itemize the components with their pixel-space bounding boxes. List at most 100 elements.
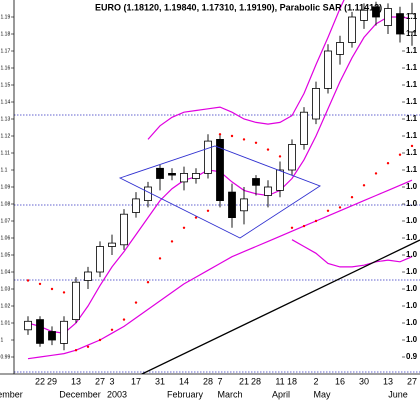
y2-tick-label: 1.1 bbox=[406, 148, 418, 157]
plot bbox=[24, 0, 416, 360]
trend-line bbox=[140, 239, 420, 374]
y2-tick-label: 1.0 bbox=[406, 216, 418, 225]
y-tick-label: 1 bbox=[1, 337, 4, 343]
x-tick-label: 7 bbox=[217, 376, 222, 386]
sar-dot bbox=[278, 155, 282, 158]
candle-body bbox=[84, 271, 92, 281]
candle-body bbox=[120, 213, 128, 246]
y2-tick-label: 1.0 bbox=[406, 335, 418, 344]
sar-dot bbox=[194, 216, 198, 219]
y2-tick-label: 1.0 bbox=[406, 182, 418, 191]
x-tick-label: 31 bbox=[155, 376, 165, 386]
sar-dot bbox=[266, 148, 270, 151]
y2-tick-label: 1.1 bbox=[406, 63, 418, 72]
candle-body bbox=[24, 320, 32, 331]
candle-body bbox=[132, 198, 140, 213]
x-tick-label: 28 bbox=[203, 376, 213, 386]
y-tick-label: 1.17 bbox=[1, 48, 11, 54]
diamond bbox=[118, 145, 321, 239]
month-label: May bbox=[313, 389, 331, 399]
candle-body bbox=[204, 140, 212, 174]
candle-body bbox=[288, 144, 296, 171]
x-tick-label: 22 bbox=[35, 376, 45, 386]
sar-dot bbox=[290, 226, 294, 229]
sar-dot bbox=[386, 162, 390, 165]
candle-body bbox=[216, 138, 224, 201]
y2-tick-label: 0.9 bbox=[406, 352, 418, 361]
candle-body bbox=[180, 172, 188, 183]
x-tick-label: 27 bbox=[95, 376, 105, 386]
sar-dot bbox=[62, 291, 66, 294]
sar-dot bbox=[242, 138, 246, 141]
candle-body bbox=[276, 169, 284, 191]
candle-body bbox=[336, 42, 344, 55]
indicator-line bbox=[147, 0, 345, 140]
sar-dot bbox=[50, 287, 54, 291]
sar-dot bbox=[398, 153, 402, 156]
x-tick-label: 14 bbox=[179, 376, 189, 386]
sar-dot bbox=[146, 281, 150, 284]
candle-body bbox=[156, 167, 164, 179]
y-tick-label: 1.14 bbox=[1, 99, 11, 105]
sar-dot bbox=[314, 219, 318, 223]
candle-body bbox=[60, 320, 68, 344]
x-tick-label: 16 bbox=[335, 376, 345, 386]
y2-tick-label: 1.1 bbox=[406, 165, 418, 174]
candle-body bbox=[96, 246, 104, 273]
sar-dot bbox=[182, 226, 186, 229]
y-tick-label: 1.19 bbox=[1, 14, 11, 20]
candle-body bbox=[408, 13, 416, 33]
sar-dot bbox=[206, 209, 210, 212]
y-tick-label: 1.13 bbox=[1, 116, 11, 122]
candle-body bbox=[360, 9, 368, 21]
y2-tick-label: 1.0 bbox=[406, 250, 418, 259]
y2-tick-label: 1.0 bbox=[406, 267, 418, 276]
candle-body bbox=[384, 8, 392, 26]
candle-body bbox=[312, 88, 320, 120]
month-label: ember bbox=[0, 389, 23, 399]
sar-dot bbox=[218, 133, 222, 136]
month-label: February bbox=[167, 389, 204, 399]
y-tick-label: 1.16 bbox=[1, 65, 11, 71]
chart-title: EURO (1.18120, 1.19840, 1.17310, 1.19190… bbox=[95, 2, 382, 12]
sar-dot bbox=[362, 184, 366, 187]
sar-dot bbox=[230, 134, 234, 138]
y-tick-label: 1.04 bbox=[1, 269, 11, 275]
candle-body bbox=[72, 281, 80, 321]
y2-tick-label: 1.0 bbox=[406, 284, 418, 293]
sar-dot bbox=[410, 144, 414, 148]
sar-dot bbox=[98, 338, 102, 342]
month-label: 2003 bbox=[107, 389, 127, 399]
x-tick-label: 13 bbox=[383, 376, 393, 386]
y2-tick-label: 1.1 bbox=[406, 114, 418, 123]
x-tick-label: 21 bbox=[239, 376, 249, 386]
y-tick-label: 1.11 bbox=[1, 150, 11, 156]
x-tick-label: 3 bbox=[109, 376, 114, 386]
y-tick-label: 1.15 bbox=[1, 82, 11, 88]
month-label: June bbox=[388, 389, 408, 399]
candle-body bbox=[300, 111, 308, 145]
sar-dot bbox=[338, 206, 342, 209]
x-tick-label: 28 bbox=[251, 376, 261, 386]
y-tick-label: 1.1 bbox=[1, 167, 8, 173]
candle-body bbox=[144, 186, 152, 202]
sar-dot bbox=[374, 172, 378, 175]
y-tick-label: 1.03 bbox=[1, 286, 11, 292]
y-tick-label: 1.05 bbox=[1, 252, 11, 258]
month-label: December bbox=[59, 389, 101, 399]
y-tick-label: 1.09 bbox=[1, 184, 11, 190]
x-tick-label: 2 bbox=[313, 376, 318, 386]
candle-body bbox=[228, 191, 236, 219]
indicator-line bbox=[291, 239, 413, 268]
candle-body bbox=[324, 50, 332, 89]
sar-dot bbox=[326, 209, 330, 212]
y-tick-label: 1.12 bbox=[1, 133, 11, 139]
sar-dot bbox=[38, 282, 42, 286]
y-tick-label: 1.07 bbox=[1, 218, 11, 224]
sar-dot bbox=[134, 301, 138, 304]
sar-dot bbox=[254, 141, 258, 144]
sar-dot bbox=[122, 318, 126, 321]
sar-dot bbox=[350, 196, 354, 199]
